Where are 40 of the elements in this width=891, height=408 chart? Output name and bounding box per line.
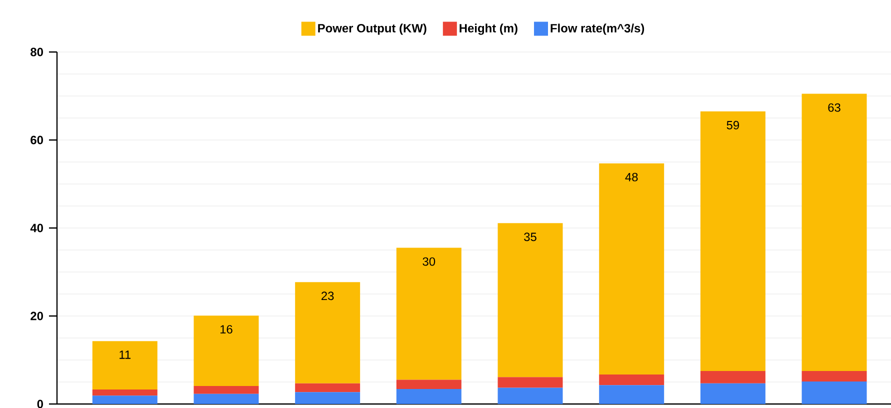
bar — [92, 389, 158, 396]
bar — [802, 94, 867, 371]
bar — [194, 316, 259, 386]
y-tick-label: 0 — [37, 400, 43, 408]
bar — [802, 371, 867, 382]
bar — [92, 396, 158, 404]
bar — [599, 374, 664, 386]
legend-label: Power Output (KW) — [318, 24, 426, 35]
bar — [599, 163, 664, 375]
bar — [700, 111, 766, 371]
bar — [498, 223, 563, 378]
y-tick-label: 80 — [30, 48, 43, 56]
data-label: 16 — [220, 325, 232, 334]
legend-label: Height (m) — [460, 24, 518, 35]
data-label: 35 — [524, 232, 536, 242]
bar — [802, 382, 867, 404]
bar — [194, 386, 259, 394]
bar — [194, 394, 259, 404]
bar — [498, 377, 563, 388]
bar — [700, 383, 766, 404]
data-label: 30 — [422, 257, 436, 266]
bar — [295, 383, 360, 392]
data-label: 63 — [828, 103, 840, 112]
bar — [396, 389, 462, 404]
y-tick-label: 60 — [30, 136, 43, 144]
bar — [295, 392, 360, 404]
data-label: 11 — [120, 350, 131, 359]
y-tick-label: 20 — [30, 312, 43, 320]
bar — [700, 371, 766, 384]
bar — [599, 385, 664, 404]
legend-label: Flow rate(m^3/s) — [550, 24, 644, 35]
bar — [295, 282, 360, 384]
data-label: 48 — [625, 172, 638, 182]
bar — [396, 248, 462, 380]
data-label: 23 — [322, 292, 334, 300]
bar — [92, 341, 158, 390]
data-label: 59 — [726, 120, 739, 130]
bar — [498, 388, 563, 404]
y-tick-label: 40 — [30, 224, 43, 232]
bar — [396, 380, 462, 390]
